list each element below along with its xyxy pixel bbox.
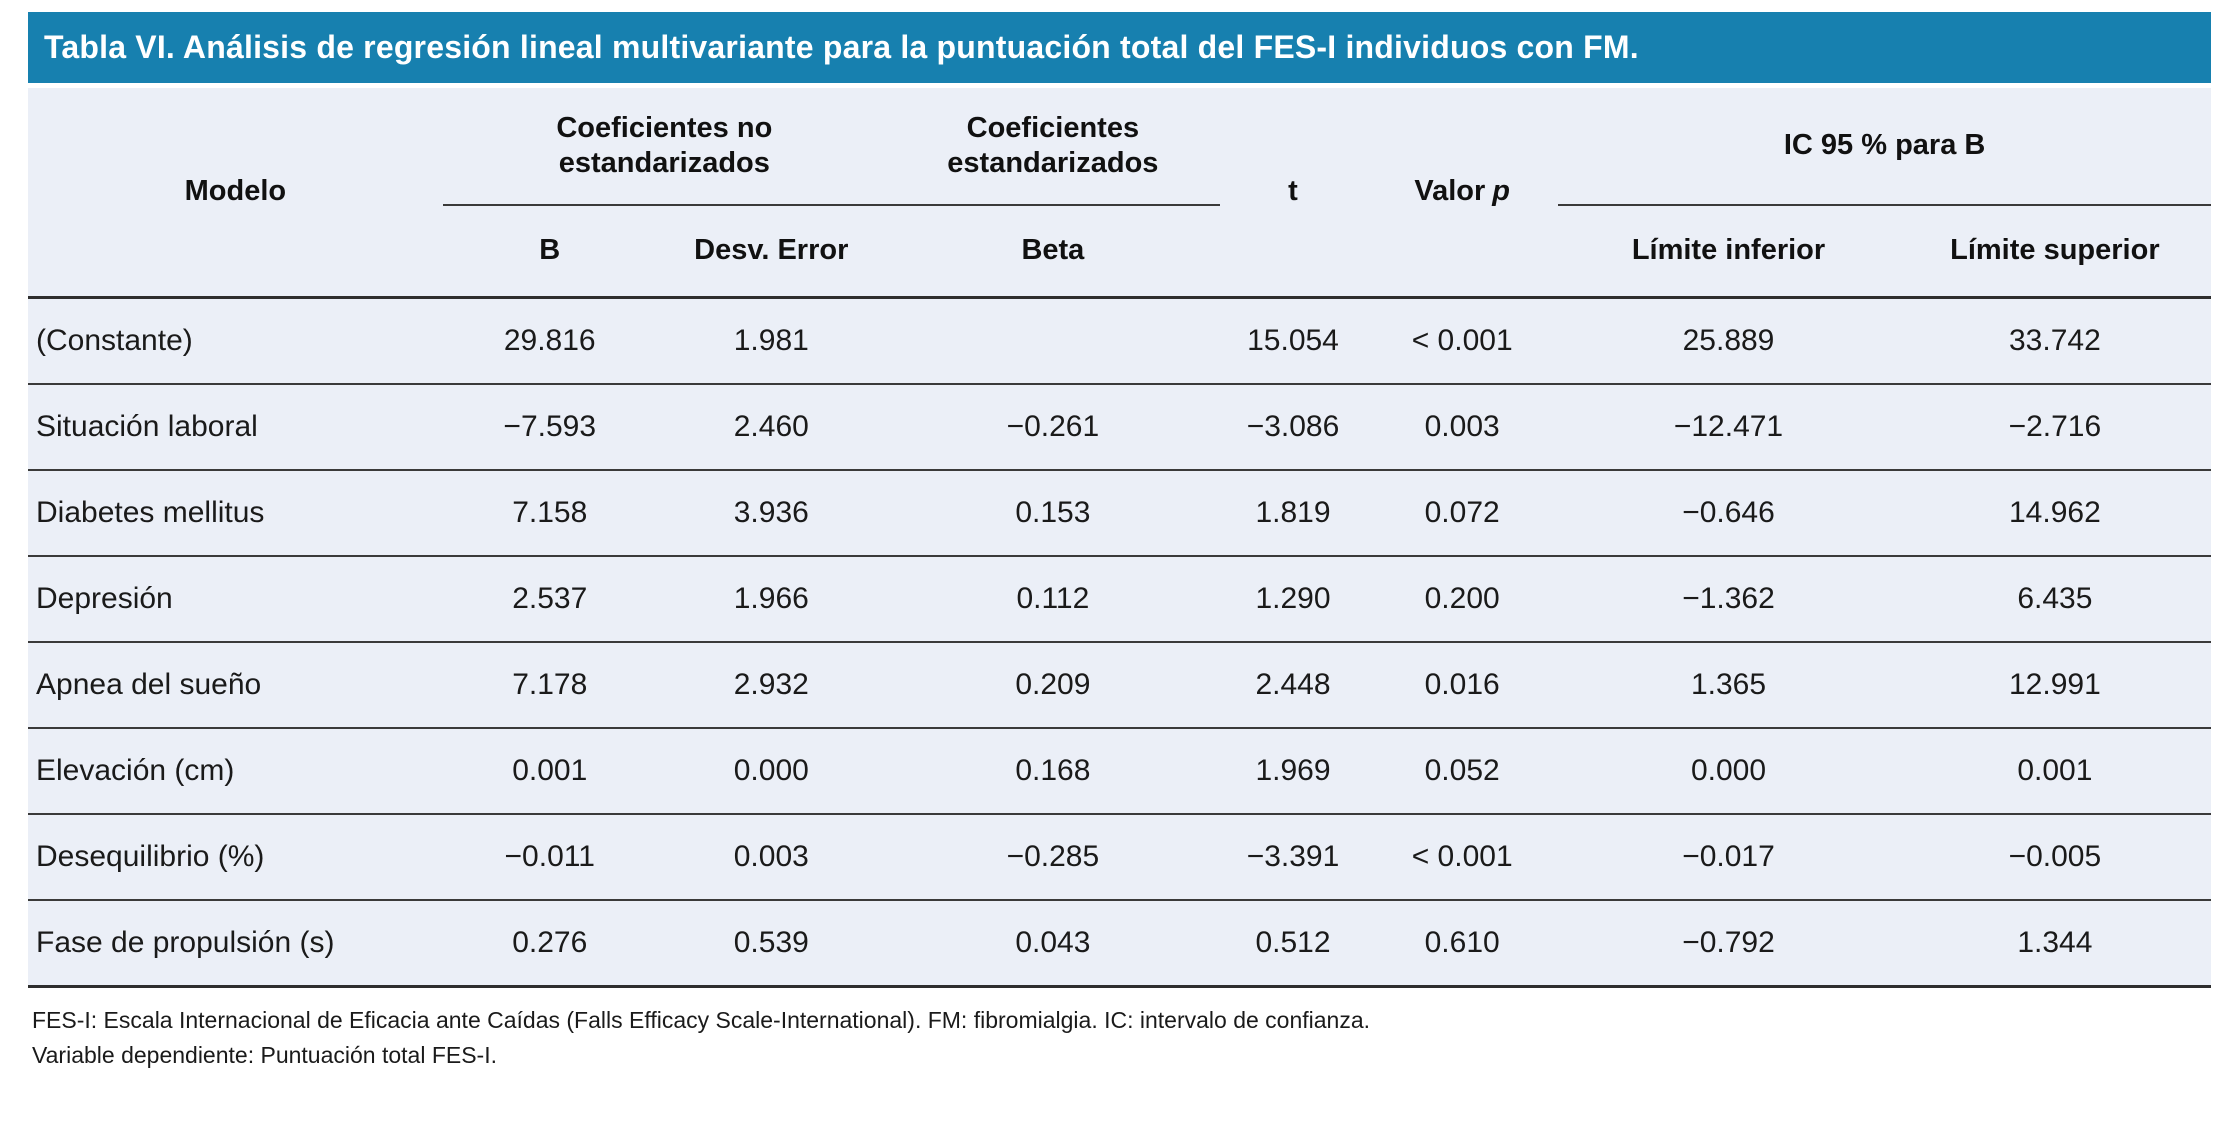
cell-desv-error: 0.003 — [656, 813, 886, 900]
cell-t: 15.054 — [1219, 296, 1367, 384]
cell-valor-p: 0.003 — [1366, 383, 1559, 470]
table-title-bar: Tabla VI. Análisis de regresión lineal m… — [28, 12, 2211, 83]
cell-modelo: Apnea del sueño — [28, 641, 443, 728]
cell-limite-superior: −0.005 — [1898, 813, 2211, 900]
cell-desv-error: 2.460 — [656, 383, 886, 470]
cell-modelo: Elevación (cm) — [28, 727, 443, 814]
cell-beta: 0.209 — [885, 641, 1220, 728]
cell-b: 7.178 — [442, 641, 657, 728]
cell-beta: 0.043 — [885, 899, 1220, 988]
cell-b: −7.593 — [442, 383, 657, 470]
footnote-dependent-variable: Variable dependiente: Puntuación total F… — [32, 1041, 497, 1068]
header-valor-label: Valor — [1414, 175, 1486, 208]
cell-desv-error: 1.981 — [656, 296, 886, 384]
cell-b: −0.011 — [442, 813, 657, 900]
cell-t: −3.391 — [1219, 813, 1367, 900]
table-row: Diabetes mellitus 7.158 3.936 0.153 1.81… — [28, 469, 2211, 556]
cell-t: 1.969 — [1219, 727, 1367, 814]
table-body: (Constante) 29.816 1.981 15.054 < 0.001 … — [28, 296, 2211, 988]
cell-b: 0.001 — [442, 727, 657, 814]
cell-b: 7.158 — [442, 469, 657, 556]
cell-valor-p: < 0.001 — [1366, 813, 1559, 900]
table-row: Depresión 2.537 1.966 0.112 1.290 0.200 … — [28, 555, 2211, 642]
regression-table-block: Tabla VI. Análisis de regresión lineal m… — [28, 12, 2211, 1072]
table-title: Tabla VI. Análisis de regresión lineal m… — [44, 29, 1639, 65]
cell-limite-superior: 33.742 — [1898, 296, 2211, 384]
regression-table: Modelo Coeficientes no estandarizados Co… — [28, 88, 2211, 988]
table-row: Apnea del sueño 7.178 2.932 0.209 2.448 … — [28, 641, 2211, 728]
cell-valor-p: 0.052 — [1366, 727, 1559, 814]
cell-modelo: Depresión — [28, 555, 443, 642]
cell-beta: −0.285 — [885, 813, 1220, 900]
cell-t: 2.448 — [1219, 641, 1367, 728]
header-beta: Beta — [885, 205, 1220, 299]
header-group-row: Modelo Coeficientes no estandarizados Co… — [28, 88, 2211, 299]
header-b: B — [442, 205, 657, 299]
header-limite-inferior: Límite inferior — [1558, 205, 1899, 299]
cell-modelo: (Constante) — [28, 296, 443, 384]
cell-modelo: Fase de propulsión (s) — [28, 899, 443, 988]
header-group-label: Coeficientes no estandarizados — [556, 111, 773, 179]
cell-limite-inferior: −0.792 — [1558, 899, 1899, 988]
table-header: Modelo Coeficientes no estandarizados Co… — [28, 88, 2211, 299]
header-group-label: Coeficientes estandarizados — [947, 111, 1159, 179]
table-row: Situación laboral −7.593 2.460 −0.261 −3… — [28, 383, 2211, 470]
cell-beta — [885, 296, 1220, 384]
cell-b: 29.816 — [442, 296, 657, 384]
cell-desv-error: 0.539 — [656, 899, 886, 988]
header-group-ic95-para-b: IC 95 % para B — [1558, 88, 2211, 206]
cell-limite-inferior: −12.471 — [1558, 383, 1899, 470]
header-modelo: Modelo — [28, 88, 443, 299]
cell-valor-p: < 0.001 — [1366, 296, 1559, 384]
header-t: t — [1219, 88, 1367, 299]
table-row: (Constante) 29.816 1.981 15.054 < 0.001 … — [28, 296, 2211, 384]
table-row: Elevación (cm) 0.001 0.000 0.168 1.969 0… — [28, 727, 2211, 814]
header-limite-superior: Límite superior — [1898, 205, 2211, 299]
footnote-abbreviations: FES-I: Escala Internacional de Eficacia … — [32, 1007, 1371, 1033]
header-sub-row: B Desv. Error Beta Límite inferior Límit… — [28, 205, 2211, 299]
cell-t: 0.512 — [1219, 899, 1367, 988]
cell-limite-superior: 6.435 — [1898, 555, 2211, 642]
cell-limite-inferior: 1.365 — [1558, 641, 1899, 728]
header-p-symbol: p — [1492, 175, 1510, 208]
header-valor-p: Valor p — [1366, 88, 1559, 299]
cell-valor-p: 0.200 — [1366, 555, 1559, 642]
cell-beta: 0.153 — [885, 469, 1220, 556]
cell-limite-superior: 0.001 — [1898, 727, 2211, 814]
cell-beta: 0.112 — [885, 555, 1220, 642]
table-row: Fase de propulsión (s) 0.276 0.539 0.043… — [28, 899, 2211, 988]
cell-modelo: Desequilibrio (%) — [28, 813, 443, 900]
cell-t: 1.819 — [1219, 469, 1367, 556]
cell-limite-superior: 12.991 — [1898, 641, 2211, 728]
cell-limite-inferior: −0.646 — [1558, 469, 1899, 556]
cell-limite-inferior: −1.362 — [1558, 555, 1899, 642]
cell-valor-p: 0.072 — [1366, 469, 1559, 556]
cell-desv-error: 0.000 — [656, 727, 886, 814]
cell-b: 0.276 — [442, 899, 657, 988]
cell-desv-error: 3.936 — [656, 469, 886, 556]
header-desv-error: Desv. Error — [656, 205, 886, 299]
cell-valor-p: 0.016 — [1366, 641, 1559, 728]
cell-t: −3.086 — [1219, 383, 1367, 470]
cell-b: 2.537 — [442, 555, 657, 642]
table-row: Desequilibrio (%) −0.011 0.003 −0.285 −3… — [28, 813, 2211, 900]
cell-beta: −0.261 — [885, 383, 1220, 470]
cell-desv-error: 1.966 — [656, 555, 886, 642]
table-footnotes: FES-I: Escala Internacional de Eficacia … — [28, 1003, 2211, 1072]
cell-t: 1.290 — [1219, 555, 1367, 642]
header-group-coeficientes-no-estandarizados: Coeficientes no estandarizados — [442, 88, 886, 206]
cell-valor-p: 0.610 — [1366, 899, 1559, 988]
cell-limite-inferior: 0.000 — [1558, 727, 1899, 814]
cell-modelo: Situación laboral — [28, 383, 443, 470]
cell-limite-inferior: 25.889 — [1558, 296, 1899, 384]
cell-desv-error: 2.932 — [656, 641, 886, 728]
cell-limite-superior: −2.716 — [1898, 383, 2211, 470]
cell-limite-inferior: −0.017 — [1558, 813, 1899, 900]
header-group-coeficientes-estandarizados: Coeficientes estandarizados — [885, 88, 1220, 206]
cell-beta: 0.168 — [885, 727, 1220, 814]
cell-limite-superior: 14.962 — [1898, 469, 2211, 556]
cell-modelo: Diabetes mellitus — [28, 469, 443, 556]
cell-limite-superior: 1.344 — [1898, 899, 2211, 988]
